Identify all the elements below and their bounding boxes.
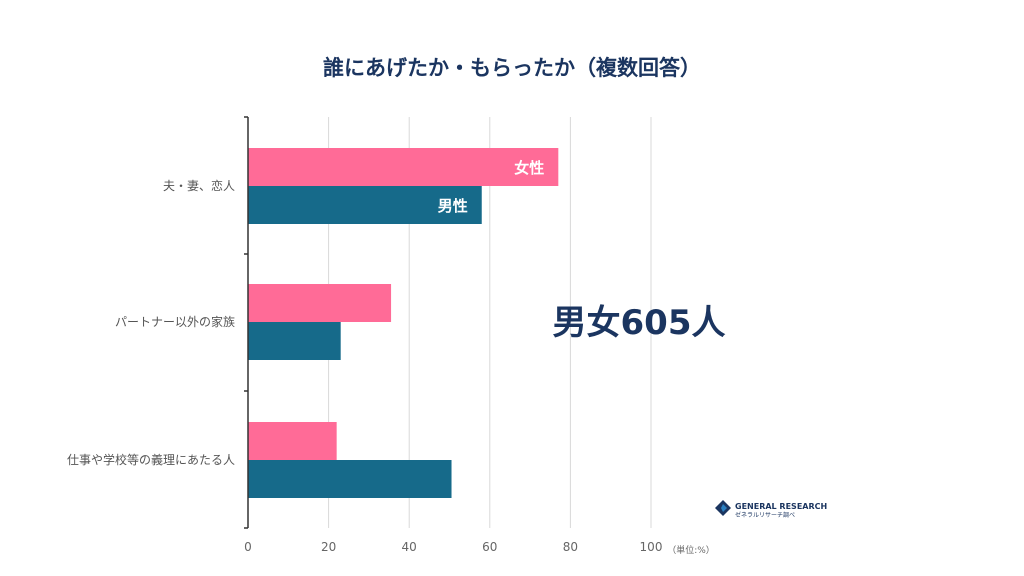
bar-male-1 xyxy=(248,322,341,360)
x-tick-label-100: 100 xyxy=(640,540,663,554)
chart-title: 誰にあげたか・もらったか（複数回答） xyxy=(323,56,701,80)
x-tick-label-20: 20 xyxy=(321,540,336,554)
x-tick-label-60: 60 xyxy=(482,540,497,554)
x-tick-label-0: 0 xyxy=(244,540,252,554)
x-tick-label-80: 80 xyxy=(563,540,578,554)
bar-male-2 xyxy=(248,460,452,498)
bar-female-0 xyxy=(248,148,559,186)
logo-subtitle: ゼネラルリサーチ調べ xyxy=(735,511,795,519)
series-label-female: 女性 xyxy=(514,159,544,177)
logo-name: GENERAL RESEARCH xyxy=(735,502,827,511)
sample-size-annotation: 男女605人 xyxy=(553,303,726,343)
x-tick-label-40: 40 xyxy=(402,540,417,554)
bar-female-1 xyxy=(248,284,392,322)
series-label-male: 男性 xyxy=(438,197,468,215)
unit-label: （単位:%） xyxy=(667,544,715,556)
axes xyxy=(244,116,249,529)
bars xyxy=(248,148,559,498)
category-label-2: 仕事や学校等の義理にあたる人 xyxy=(67,452,235,467)
bar-female-2 xyxy=(248,422,337,460)
logo-mark-accent-icon xyxy=(721,504,727,512)
bar-male-0 xyxy=(248,186,482,224)
category-label-1: パートナー以外の家族 xyxy=(115,314,235,329)
category-label-0: 夫・妻、恋人 xyxy=(163,178,235,193)
general-research-logo: GENERAL RESEARCH ゼネラルリサーチ調べ xyxy=(715,500,827,519)
